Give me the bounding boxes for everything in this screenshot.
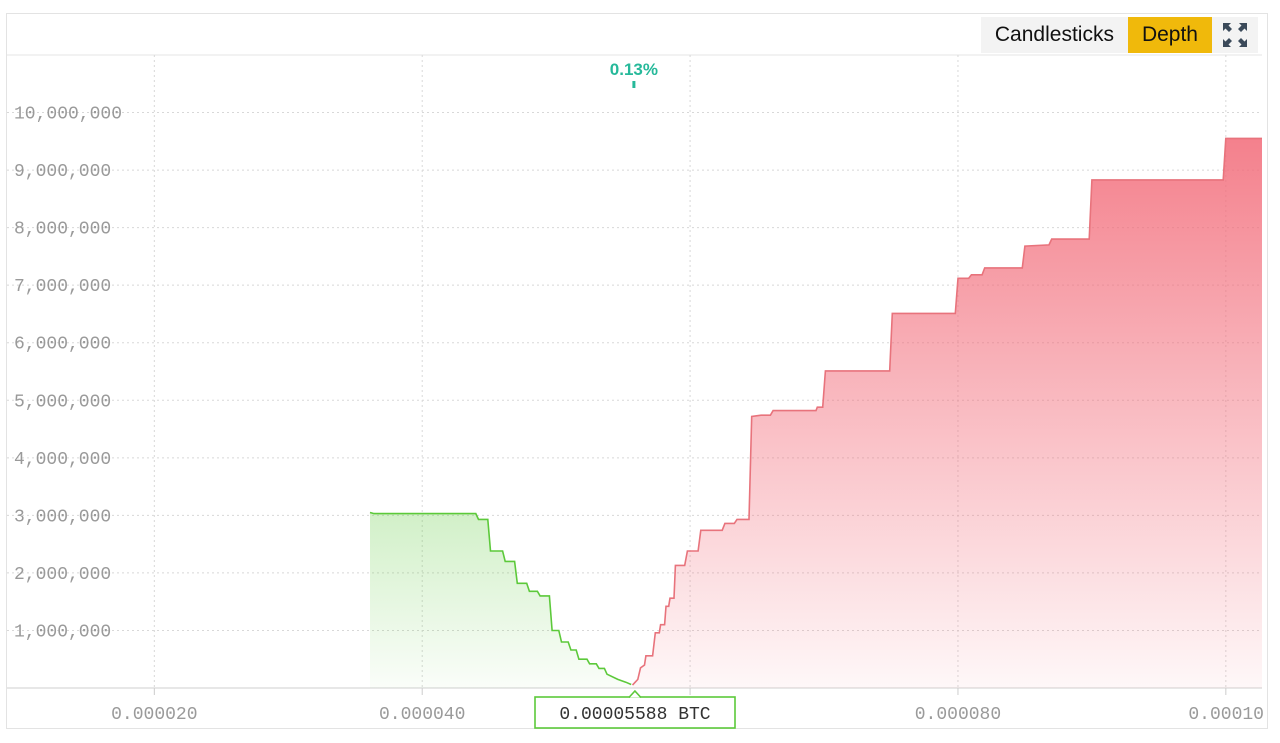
x-tick-label: 0.000080 [915,705,1001,725]
y-tick-label: 6,000,000 [14,335,111,355]
y-tick-label: 10,000,000 [14,105,122,125]
x-tick-label: 0.000020 [111,705,197,725]
y-tick-label: 2,000,000 [14,565,111,585]
x-tick-label: 0.00010 [1188,705,1264,725]
spread-percentage-label: 0.13% [610,60,658,79]
chart-overlay: 0.13% 0.00005588 BTC [534,60,736,729]
tab-candlesticks[interactable]: Candlesticks [994,23,1114,46]
tab-depth[interactable]: Depth [1127,17,1212,53]
y-tick-label: 9,000,000 [14,162,111,182]
expand-icon [1223,23,1247,47]
crosshair-pointer [628,689,642,699]
chart-type-toolbar: Candlesticks Depth [980,17,1258,53]
depth-areas [369,137,1262,688]
ask-depth-area [632,138,1262,688]
ask-depth-line [631,137,1262,686]
crosshair-price-label: 0.00005588 BTC [559,705,710,725]
x-tick-label: 0.000040 [379,705,465,725]
bid-depth-line [369,511,632,686]
y-tick-label: 7,000,000 [14,277,111,297]
crosshair-price-box [534,696,736,729]
bid-depth-area [370,512,632,688]
y-tick-label: 4,000,000 [14,450,111,470]
expand-button[interactable] [1212,17,1258,53]
y-tick-label: 3,000,000 [14,507,111,527]
y-tick-label: 5,000,000 [14,392,111,412]
y-axis: 1,000,000 2,000,000 3,000,000 4,000,000 5,00… [14,105,122,643]
y-tick-label: 8,000,000 [14,220,111,240]
y-tick-label: 1,000,000 [14,622,111,642]
